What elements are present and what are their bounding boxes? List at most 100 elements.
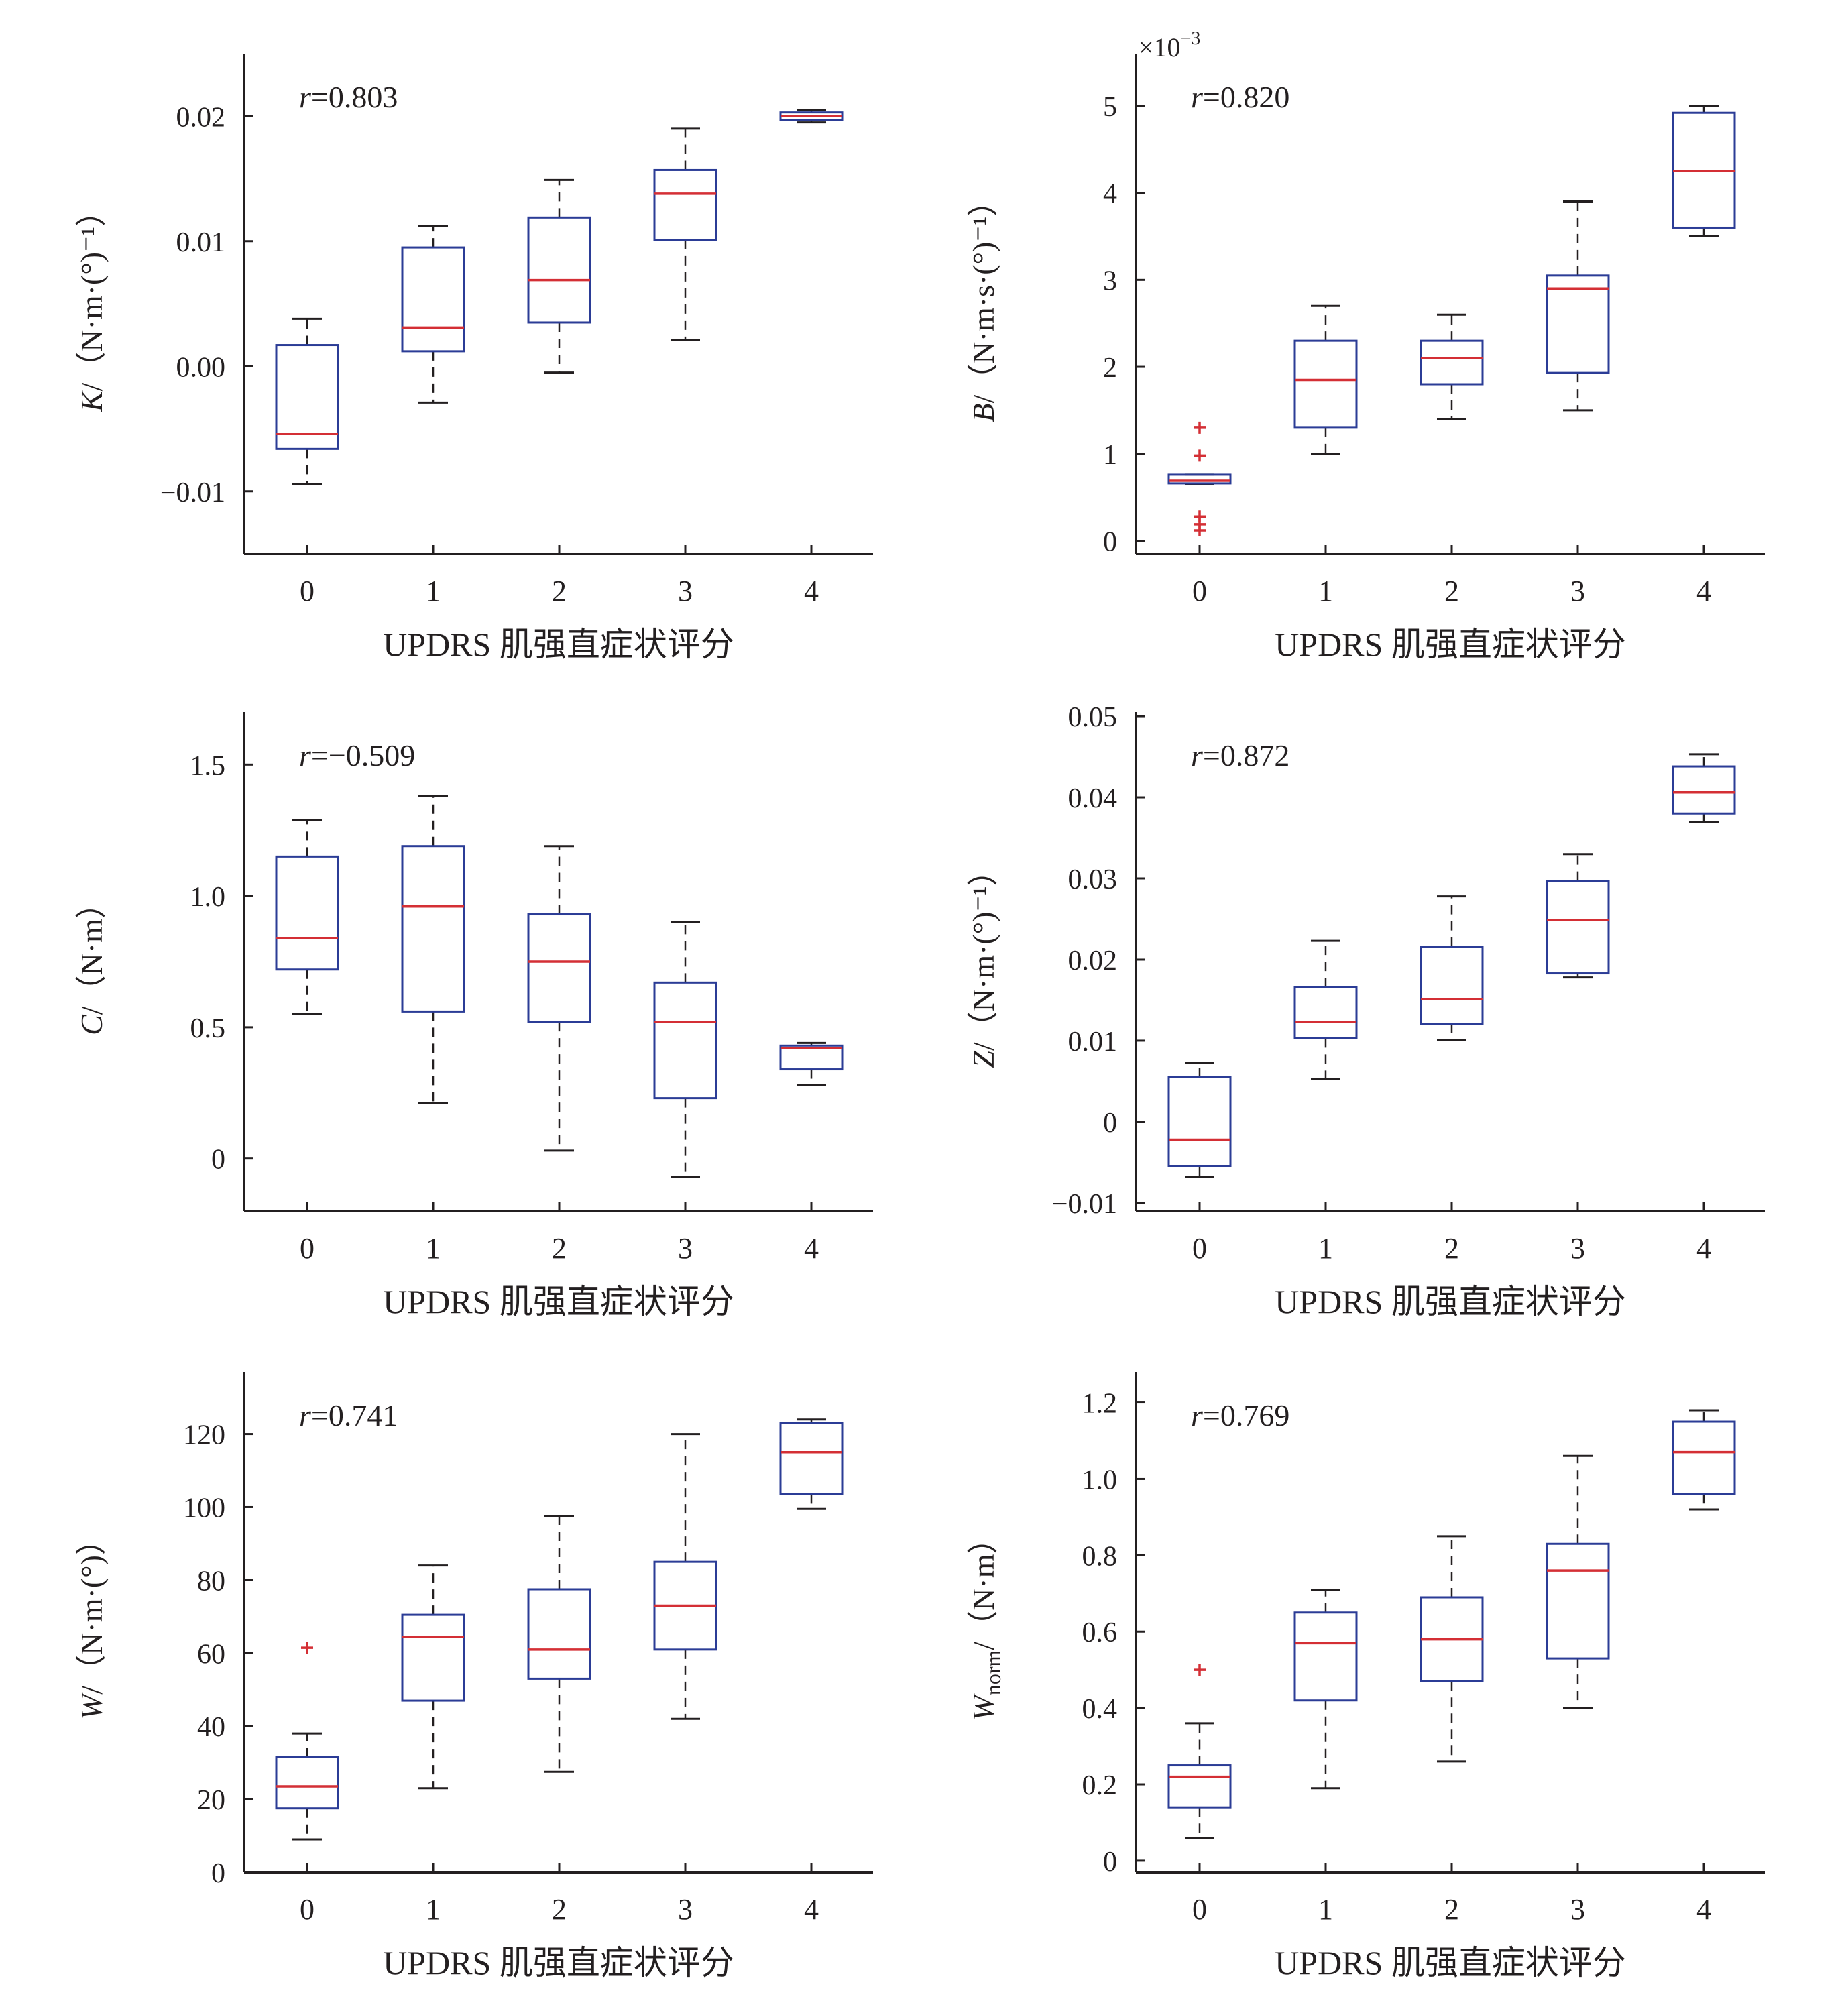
x-tick-label: 1 <box>1318 575 1333 608</box>
box-3 <box>653 921 717 1178</box>
axis-exponent-base: ×10 <box>1139 32 1181 62</box>
y-tick-label: −0.01 <box>1052 1189 1117 1220</box>
x-tick-label: 4 <box>1696 1893 1711 1926</box>
outlier-point <box>1194 421 1206 434</box>
y-tick-label: 2 <box>1103 353 1117 384</box>
x-tick-label: 4 <box>804 1893 819 1926</box>
y-tick-label: 40 <box>197 1712 225 1743</box>
y-axis-label-unit: /（N·m） <box>74 888 109 1015</box>
y-tick-label: 0.4 <box>1082 1694 1118 1725</box>
box-body <box>1420 946 1484 1025</box>
box-body <box>401 246 465 353</box>
x-tick-label: 0 <box>1192 575 1207 608</box>
correlation-symbol: r <box>1191 1398 1204 1432</box>
y-axis-label: K/（N·m·(°)⁻¹） <box>74 196 109 412</box>
x-tick-label: 4 <box>804 575 819 608</box>
x-tick-label: 0 <box>300 1893 314 1926</box>
y-axis-label-unit: /（N·m·(°)） <box>74 1524 109 1694</box>
box-body <box>275 1756 339 1810</box>
y-tick-label: 1.0 <box>1082 1465 1118 1495</box>
box-body <box>1546 880 1610 975</box>
y-axis-label-symbol: W <box>74 1692 109 1720</box>
x-tick-label: 1 <box>426 1232 441 1265</box>
box-body <box>1167 1764 1232 1809</box>
box-1 <box>401 1564 465 1790</box>
box-0 <box>1167 1062 1232 1178</box>
y-tick-label: 1.5 <box>190 750 226 781</box>
box-body <box>653 981 717 1100</box>
correlation-annotation: r=0.803 <box>299 80 398 114</box>
chart-panel-1: 0 1 2 3 4 5 0 1 2 3 4 UPDRS 肌强直症状评分 B/（N·m·s·(°)⁻¹） r… <box>966 28 1765 663</box>
x-tick-label: 3 <box>678 575 693 608</box>
y-tick-label: 4 <box>1103 179 1117 210</box>
y-tick-label: 0.00 <box>176 352 226 383</box>
box-body <box>1546 1542 1610 1660</box>
y-tick-label: −0.01 <box>160 477 225 508</box>
correlation-value: =0.872 <box>1203 738 1289 772</box>
y-axis-label-unit: /（N·m·(°)⁻¹） <box>966 855 1000 1051</box>
y-tick-label: 0.2 <box>1082 1770 1118 1801</box>
box-body <box>401 845 465 1013</box>
x-tick-label: 0 <box>1192 1232 1207 1265</box>
box-body <box>1167 473 1232 485</box>
y-tick-label: 0.01 <box>1068 1027 1118 1057</box>
y-tick-label: 0 <box>211 1858 225 1889</box>
x-tick-label: 3 <box>1570 1893 1585 1926</box>
box-4 <box>779 1418 844 1510</box>
outlier-point <box>1194 1664 1206 1676</box>
box-body <box>1293 1611 1358 1702</box>
x-tick-label: 0 <box>1192 1893 1207 1926</box>
box-body <box>401 1613 465 1702</box>
y-axis-label-symbol: B <box>966 403 1000 422</box>
box-body <box>527 216 591 324</box>
x-tick-label: 0 <box>300 1232 314 1265</box>
box-2 <box>1420 1535 1484 1763</box>
box-4 <box>1672 105 1736 237</box>
box-0 <box>275 1642 339 1841</box>
box-body <box>1672 1420 1736 1495</box>
y-tick-label: 0 <box>211 1145 225 1176</box>
box-body <box>1293 339 1358 429</box>
outlier-point <box>301 1642 313 1654</box>
y-tick-label: 3 <box>1103 266 1117 296</box>
chart-panel-5: 0 0.2 0.4 0.6 0.8 1.0 1.2 0 1 2 3 4 UPDRS 肌强直症状评分 Wno… <box>966 1372 1765 1982</box>
box-1 <box>1293 939 1358 1080</box>
x-tick-label: 3 <box>678 1893 693 1926</box>
y-axis-label: Z/（N·m·(°)⁻¹） <box>966 855 1000 1068</box>
x-axis-label: UPDRS 肌强直症状评分 <box>383 1283 734 1320</box>
x-tick-label: 3 <box>1570 1232 1585 1265</box>
box-body <box>1546 274 1610 374</box>
x-tick-label: 3 <box>1570 575 1585 608</box>
x-axis-label: UPDRS 肌强直症状评分 <box>1275 626 1626 663</box>
box-body <box>779 1044 844 1071</box>
y-tick-label: 1.2 <box>1082 1389 1118 1420</box>
x-axis-label: UPDRS 肌强直症状评分 <box>383 1944 734 1982</box>
box-body <box>779 1422 844 1495</box>
y-axis-label-unit: /（N·m·s·(°)⁻¹） <box>966 186 1000 404</box>
y-tick-label: 0.6 <box>1082 1617 1118 1648</box>
correlation-value: =0.769 <box>1203 1398 1289 1432</box>
box-body <box>275 855 339 971</box>
y-tick-label: 0.03 <box>1068 864 1118 895</box>
box-3 <box>1546 200 1610 412</box>
box-body <box>1420 339 1484 386</box>
box-3 <box>1546 853 1610 979</box>
y-tick-label: 120 <box>183 1420 225 1451</box>
box-body <box>653 168 717 241</box>
box-body <box>1293 986 1358 1039</box>
y-axis-label-symbol: K <box>74 390 109 412</box>
x-axis-label: UPDRS 肌强直症状评分 <box>1275 1283 1626 1320</box>
y-axis-label-unit: /（N·m） <box>966 1524 1000 1650</box>
axis-exponent-power: −3 <box>1181 28 1201 49</box>
correlation-value: =0.820 <box>1203 80 1289 114</box>
box-4 <box>779 109 844 124</box>
box-body <box>1167 1076 1232 1167</box>
y-tick-label: 0 <box>1103 527 1117 558</box>
y-axis-label: C/（N·m） <box>74 888 109 1035</box>
correlation-value: =0.741 <box>311 1398 398 1432</box>
box-2 <box>527 178 591 374</box>
y-axis-label: W/（N·m·(°)） <box>74 1524 109 1720</box>
correlation-annotation: r=0.872 <box>1191 738 1289 772</box>
box-0 <box>275 317 339 485</box>
